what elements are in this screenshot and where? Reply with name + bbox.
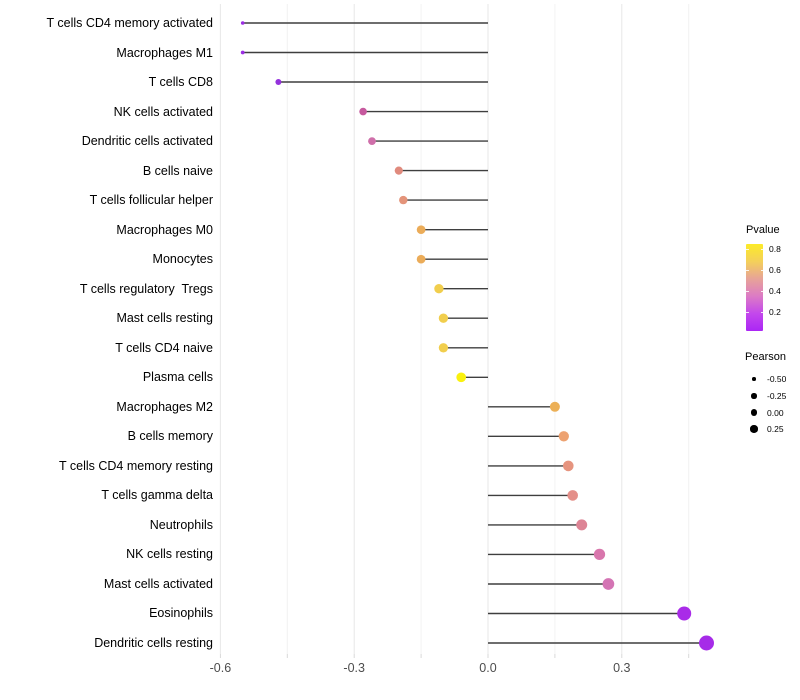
pvalue-legend-title: Pvalue bbox=[746, 224, 780, 236]
x-tick-label: 0.0 bbox=[479, 661, 497, 675]
lollipop-dot bbox=[240, 21, 245, 25]
lollipop-dot bbox=[416, 254, 426, 264]
category-label: Macrophages M2 bbox=[116, 399, 213, 414]
pvalue-tick-mark bbox=[746, 291, 749, 292]
pvalue-tick-mark bbox=[746, 249, 749, 250]
pvalue-tick-mark bbox=[760, 312, 763, 313]
category-label: Macrophages M0 bbox=[116, 222, 213, 237]
category-label: Mast cells activated bbox=[103, 576, 213, 591]
lollipop-dot bbox=[677, 606, 692, 621]
pvalue-tick-mark bbox=[746, 270, 749, 271]
pearson-size-dot bbox=[750, 409, 758, 416]
category-label: Eosinophils bbox=[149, 606, 213, 621]
category-label: T cells CD4 naive bbox=[115, 340, 213, 355]
x-tick-label: -0.3 bbox=[343, 661, 365, 675]
x-tick-label: 0.3 bbox=[613, 661, 631, 675]
pearson-size-dot bbox=[752, 377, 756, 381]
pearson-legend-title: Pearson bbox=[745, 351, 786, 363]
category-label: T cells CD8 bbox=[148, 75, 213, 90]
category-label: Macrophages M1 bbox=[116, 45, 213, 60]
lollipop-dot bbox=[438, 343, 449, 353]
category-label: Dendritic cells activated bbox=[81, 134, 213, 149]
category-label: NK cells activated bbox=[113, 104, 213, 119]
category-label: T cells gamma delta bbox=[101, 488, 213, 503]
pvalue-tick-mark bbox=[746, 312, 749, 313]
lollipop-dot bbox=[593, 548, 606, 561]
lollipop-dot bbox=[602, 578, 615, 590]
pvalue-tick-mark bbox=[760, 249, 763, 250]
x-tick-label: -0.6 bbox=[209, 661, 232, 675]
lollipop-dot bbox=[240, 50, 245, 55]
category-label: NK cells resting bbox=[126, 547, 213, 562]
lollipop-dot bbox=[699, 635, 714, 651]
category-label: Plasma cells bbox=[142, 370, 213, 385]
lollipop-dot bbox=[368, 137, 376, 146]
pvalue-tick-mark bbox=[760, 270, 763, 271]
pvalue-tick-label: 0.2 bbox=[769, 307, 781, 317]
lollipop-dot bbox=[399, 195, 408, 205]
category-label: B cells memory bbox=[127, 429, 213, 444]
category-label: T cells regulatory Tregs bbox=[79, 281, 213, 296]
lollipop-dot bbox=[563, 460, 574, 472]
lollipop-dot bbox=[359, 107, 367, 116]
pearson-size-label: -0.25 bbox=[767, 391, 787, 401]
category-label: Neutrophils bbox=[149, 517, 213, 532]
category-label: T cells CD4 memory resting bbox=[59, 458, 213, 473]
lollipop-dot bbox=[394, 166, 403, 175]
pearson-size-label: 0.00 bbox=[767, 407, 784, 418]
category-label: B cells naive bbox=[142, 163, 213, 178]
lollipop-dot bbox=[456, 372, 467, 383]
lollipop-dot bbox=[567, 490, 578, 501]
category-label: T cells CD4 memory activated bbox=[46, 16, 214, 30]
category-label: Mast cells resting bbox=[116, 311, 213, 326]
category-label: T cells follicular helper bbox=[89, 193, 213, 208]
lollipop-dot bbox=[549, 401, 560, 412]
lollipop-dot bbox=[438, 313, 449, 323]
category-label: Monocytes bbox=[152, 252, 213, 267]
pvalue-tick-mark bbox=[760, 291, 763, 292]
lollipop-dot bbox=[275, 79, 282, 85]
pearson-size-dot bbox=[750, 425, 758, 433]
pearson-size-dot bbox=[751, 393, 757, 399]
lollipop-dot bbox=[558, 431, 569, 442]
pearson-size-label: -0.50 bbox=[767, 374, 787, 384]
pvalue-tick-label: 0.8 bbox=[769, 244, 781, 254]
lollipop-dot bbox=[434, 284, 444, 294]
pvalue-colorbar bbox=[746, 244, 763, 331]
category-label: Dendritic cells resting bbox=[94, 636, 213, 650]
pvalue-tick-label: 0.4 bbox=[769, 286, 781, 296]
lollipop-dot bbox=[416, 225, 426, 235]
pearson-size-label: 0.25 bbox=[767, 424, 784, 434]
lollipop-dot bbox=[576, 519, 588, 531]
pvalue-tick-label: 0.6 bbox=[769, 265, 781, 275]
